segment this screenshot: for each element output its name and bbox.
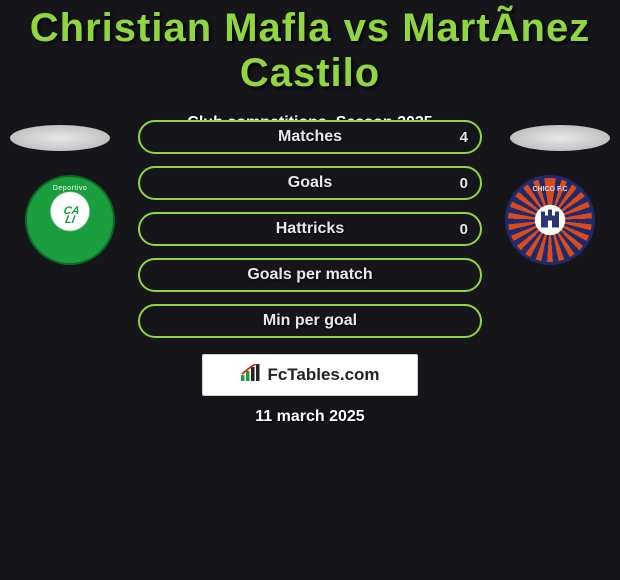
stat-row: Min per goal: [138, 304, 482, 338]
stat-row: Goals 0: [138, 166, 482, 200]
stat-row: Hattricks 0: [138, 212, 482, 246]
stat-label: Goals per match: [247, 266, 372, 284]
stat-right-value: 0: [460, 221, 468, 238]
castle-icon: [539, 208, 561, 233]
stat-right-value: 0: [460, 175, 468, 192]
branding-text: FcTables.com: [267, 365, 379, 385]
stat-row: Goals per match: [138, 258, 482, 292]
stat-label: Min per goal: [263, 312, 357, 330]
stats-list: Matches 4 Goals 0 Hattricks 0 Goals per …: [138, 120, 482, 338]
player-avatar-right: [510, 125, 610, 151]
stat-label: Hattricks: [276, 220, 344, 238]
stat-right-value: 4: [460, 129, 468, 146]
branding-box[interactable]: FcTables.com: [202, 354, 418, 396]
club-badge-right: CHICO F.C: [505, 175, 595, 265]
club-left-main-text: CALI: [61, 207, 80, 226]
date-text: 11 march 2025: [0, 408, 620, 426]
club-left-top-text: Deportivo: [27, 185, 113, 192]
player-avatar-left: [10, 125, 110, 151]
page-title: Christian Mafla vs MartÃ­nez Castilo: [0, 0, 620, 96]
stat-label: Matches: [278, 128, 342, 146]
stat-label: Goals: [288, 174, 332, 192]
stat-row: Matches 4: [138, 120, 482, 154]
club-right-banner: CHICO F.C: [508, 186, 592, 193]
bars-icon: [240, 364, 262, 387]
club-badge-left: Deportivo CALI: [25, 175, 115, 265]
